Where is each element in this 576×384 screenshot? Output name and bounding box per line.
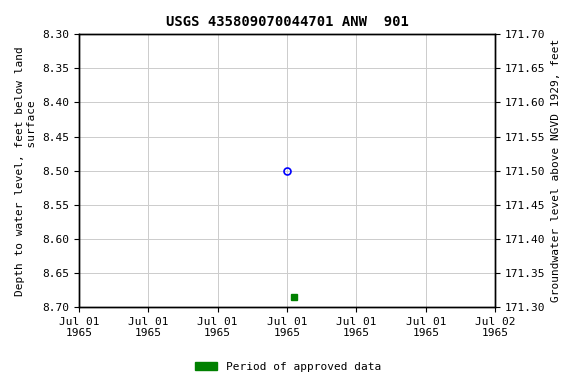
Y-axis label: Depth to water level, feet below land
              surface: Depth to water level, feet below land su… [15, 46, 37, 296]
Y-axis label: Groundwater level above NGVD 1929, feet: Groundwater level above NGVD 1929, feet [551, 39, 561, 302]
Legend: Period of approved data: Period of approved data [191, 358, 385, 377]
Title: USGS 435809070044701 ANW  901: USGS 435809070044701 ANW 901 [166, 15, 408, 29]
